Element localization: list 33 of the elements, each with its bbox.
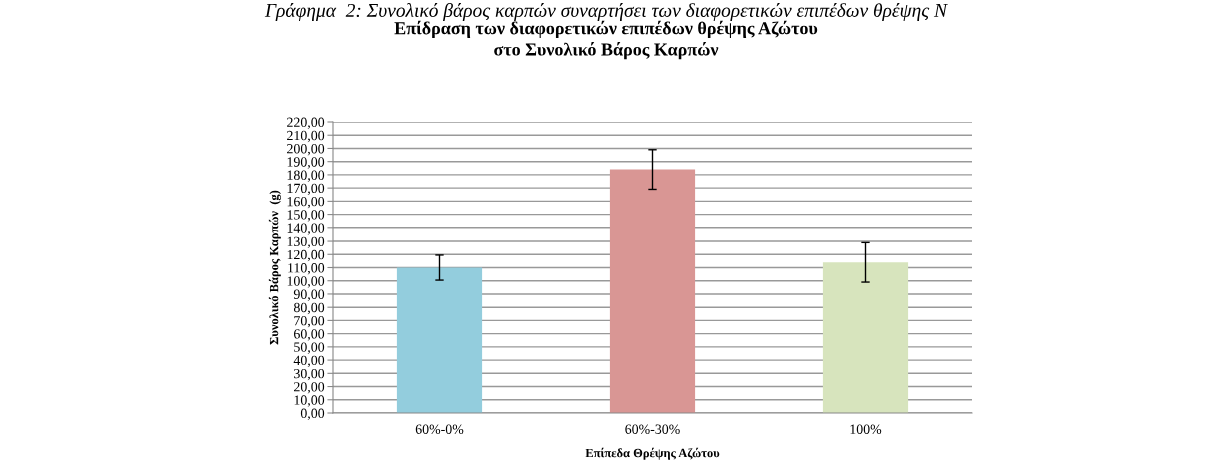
y-tick-label: 30,00 <box>294 368 325 381</box>
x-axis-title: Επίπεδα Θρέψης Αζώτου <box>585 447 720 460</box>
y-tick-label: 110,00 <box>288 263 325 275</box>
y-tick-label: 170,00 <box>287 183 325 196</box>
y-tick-label: 100,00 <box>287 276 325 288</box>
y-tick-label: 160,00 <box>287 196 325 209</box>
y-tick-label: 180,00 <box>287 170 325 182</box>
y-tick-label: 220,00 <box>287 117 325 129</box>
y-tick-label: 10,00 <box>294 395 325 407</box>
x-tick-label: 60%-0% <box>415 424 464 434</box>
y-tick-label: 50,00 <box>294 342 325 354</box>
y-tick-label: 20,00 <box>294 382 325 394</box>
y-tick-label: 40,00 <box>293 355 325 368</box>
x-tick-label: 60%-30% <box>625 424 680 434</box>
y-tick-label: 140,00 <box>287 223 325 235</box>
y-tick-label: 210,00 <box>287 130 325 143</box>
y-tick-label: 150,00 <box>287 210 325 222</box>
y-tick-label: 0,00 <box>300 408 325 420</box>
text: Γράφημα 2: Συνολικό βάρος καρπών συναρτήσει των διαφορετικών επιπέδων θρέψης Ν <box>264 3 948 21</box>
x-tick-label: 100% <box>850 424 882 434</box>
y-tick-label: 90,00 <box>293 289 325 301</box>
y-axis-title: Συνολικό Βάρος Καρπών (g) <box>268 190 281 345</box>
y-tick-label: 130,00 <box>287 236 325 248</box>
bar <box>609 169 696 413</box>
bar <box>822 262 909 413</box>
y-tick-label: 60,00 <box>294 329 325 341</box>
chart-title: Επίδραση των διαφορετικών επιπέδων θρέψης Αζώτου στο Συνολικό Βάρος Καρπών <box>394 20 818 60</box>
y-tick-label: 70,00 <box>294 315 325 328</box>
y-tick-label: 80,00 <box>293 302 325 315</box>
bar <box>396 267 483 413</box>
y-tick-label: 120,00 <box>287 249 325 262</box>
y-tick-label: 200,00 <box>287 144 325 156</box>
y-tick-label: 190,00 <box>287 157 325 169</box>
